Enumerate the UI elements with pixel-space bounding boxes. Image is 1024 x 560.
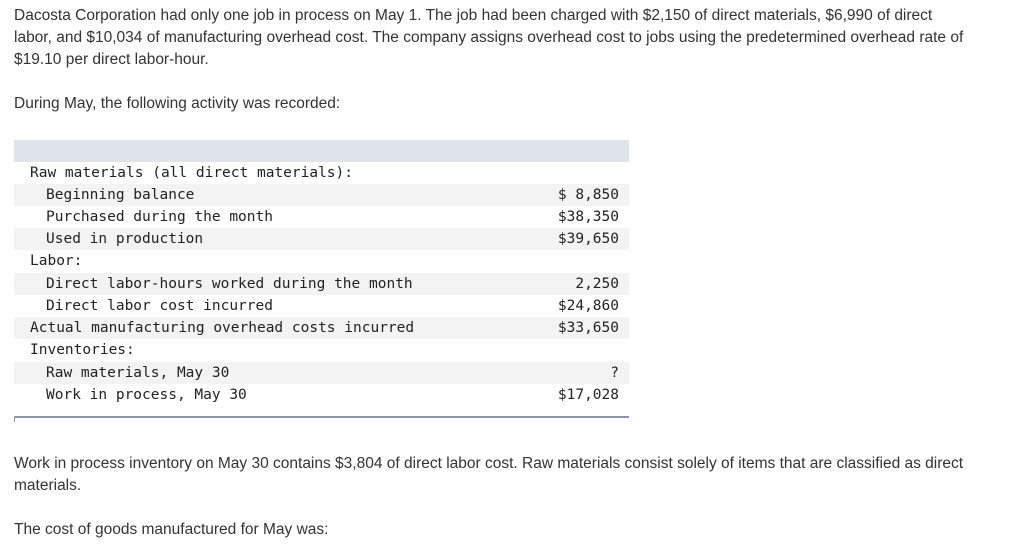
table-row: Labor:	[14, 250, 629, 272]
row-label: Raw materials (all direct materials):	[30, 165, 354, 181]
table-row: Direct labor cost incurred $24,860	[14, 295, 629, 317]
row-label: Actual manufacturing overhead costs incu…	[30, 320, 415, 336]
row-value: $17,028	[557, 387, 619, 403]
table-row: Raw materials (all direct materials):	[14, 162, 629, 184]
question-text: The cost of goods manufactured for May w…	[14, 521, 329, 538]
table-row: Purchased during the month $38,350	[14, 206, 629, 228]
row-label: Direct labor cost incurred	[46, 298, 273, 314]
table-row: Inventories:	[14, 339, 629, 361]
activity-intro-text: During May, the following activity was r…	[14, 95, 341, 112]
row-value: $ 8,850	[557, 187, 619, 203]
table-row: Work in process, May 30 $17,028	[14, 384, 629, 406]
row-value: $33,650	[557, 320, 619, 336]
table-row: Actual manufacturing overhead costs incu…	[14, 317, 629, 339]
row-label: Labor:	[30, 253, 83, 269]
row-label: Raw materials, May 30	[46, 365, 230, 381]
row-value: ?	[610, 365, 619, 381]
table-row: Used in production $39,650	[14, 228, 629, 250]
row-label: Used in production	[46, 231, 204, 247]
row-label: Beginning balance	[46, 187, 195, 203]
row-value: $39,650	[557, 231, 619, 247]
activity-table: Raw materials (all direct materials): Be…	[14, 140, 629, 422]
row-label: Work in process, May 30	[46, 387, 247, 403]
table-bottom-tick	[14, 416, 15, 422]
note-text: Work in process inventory on May 30 cont…	[14, 455, 964, 494]
row-label: Purchased during the month	[46, 209, 273, 225]
table-row: Raw materials, May 30 ?	[14, 362, 629, 384]
table-row: Beginning balance $ 8,850	[14, 184, 629, 206]
table-row: Direct labor-hours worked during the mon…	[14, 273, 629, 295]
table-header-band	[14, 140, 629, 162]
table-bottom-border	[14, 416, 629, 418]
row-value: $38,350	[557, 209, 619, 225]
row-value: 2,250	[575, 276, 619, 292]
row-value: $24,860	[557, 298, 619, 314]
problem-intro-text: Dacosta Corporation had only one job in …	[14, 7, 964, 68]
row-label: Inventories:	[30, 342, 135, 358]
row-label: Direct labor-hours worked during the mon…	[46, 276, 413, 292]
